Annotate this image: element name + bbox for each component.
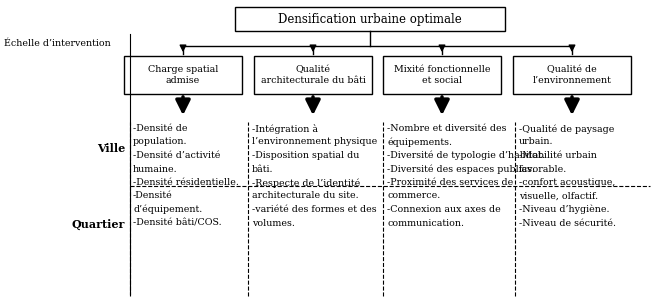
FancyBboxPatch shape [383,56,501,94]
Text: -Niveau de sécurité.: -Niveau de sécurité. [519,219,616,227]
Text: communication.: communication. [387,219,464,227]
Text: Mixité fonctionnelle
et social: Mixité fonctionnelle et social [394,65,490,85]
Text: -Qualité de paysage: -Qualité de paysage [519,124,614,133]
Text: -Densité d’activité: -Densité d’activité [133,151,220,160]
Text: -variété des formes et des: -variété des formes et des [252,205,377,214]
Text: Qualité
architecturale du bâti: Qualité architecturale du bâti [260,65,366,85]
Text: visuelle, olfactif.: visuelle, olfactif. [519,192,598,201]
Text: -confort acoustique,: -confort acoustique, [519,178,615,187]
Text: Échelle d’intervention: Échelle d’intervention [4,40,111,49]
Text: volumes.: volumes. [252,219,295,227]
Text: l’environnement physique: l’environnement physique [252,137,377,147]
Text: -Proximité des services de: -Proximité des services de [387,178,513,187]
Text: urbain.: urbain. [519,137,553,147]
Text: favorable.: favorable. [519,164,567,174]
Text: bâti.: bâti. [252,164,273,174]
Text: -Niveau d’hygiène.: -Niveau d’hygiène. [519,205,610,215]
Text: Quartier: Quartier [72,218,125,230]
Text: -Nombre et diversité des: -Nombre et diversité des [387,124,506,133]
Text: population.: population. [133,137,188,147]
Text: -Respecte de l’identité: -Respecte de l’identité [252,178,360,188]
Text: Qualité de
l’environnement: Qualité de l’environnement [532,65,611,85]
Text: Charge spatial
admise: Charge spatial admise [148,65,218,85]
Text: -Connexion aux axes de: -Connexion aux axes de [387,205,501,214]
Text: commerce.: commerce. [387,192,440,201]
Text: Densification urbaine optimale: Densification urbaine optimale [278,12,462,26]
Text: architecturale du site.: architecturale du site. [252,192,358,201]
Text: humaine.: humaine. [133,164,178,174]
FancyBboxPatch shape [235,7,505,31]
Text: équipements.: équipements. [387,137,452,147]
Text: -Densité: -Densité [133,192,173,201]
Text: -Disposition spatial du: -Disposition spatial du [252,151,360,160]
Text: Ville: Ville [97,143,125,154]
Text: -Mobilité urbain: -Mobilité urbain [519,151,597,160]
Text: -Densité de: -Densité de [133,124,188,133]
Text: d’équipement.: d’équipement. [133,205,202,215]
Text: -Densité bâti/COS.: -Densité bâti/COS. [133,219,222,227]
Text: -Intégration à: -Intégration à [252,124,318,134]
FancyBboxPatch shape [513,56,631,94]
Text: -Densité résidentielle.: -Densité résidentielle. [133,178,239,187]
Text: -Diversité de typologie d’habitat.: -Diversité de typologie d’habitat. [387,151,545,161]
FancyBboxPatch shape [254,56,372,94]
FancyBboxPatch shape [124,56,242,94]
Text: -Diversité des espaces publics.: -Diversité des espaces publics. [387,164,535,174]
